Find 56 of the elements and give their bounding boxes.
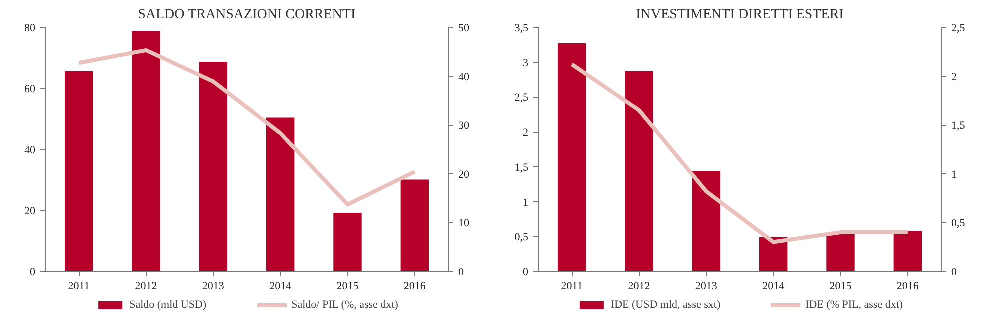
y2-tick-label: 0,5 bbox=[952, 218, 966, 230]
y-tick-label: 40 bbox=[24, 144, 36, 156]
line-series bbox=[570, 62, 910, 244]
y2-tick-label: 0 bbox=[458, 266, 464, 278]
x-tick-label: 2011 bbox=[561, 280, 583, 292]
y-tick-label: 1 bbox=[523, 196, 528, 209]
bar bbox=[826, 233, 855, 272]
x-tick-label: 2015 bbox=[336, 280, 360, 292]
y-tick-label: 2 bbox=[523, 127, 528, 140]
bar bbox=[400, 180, 430, 272]
bar bbox=[266, 118, 295, 272]
y2-tick-label: 0 bbox=[952, 266, 958, 278]
chart-title: SALDO TRANSAZIONI CORRENTI bbox=[138, 8, 356, 22]
y2-tick-label: 2,5 bbox=[952, 22, 966, 34]
legend-label: Saldo (mld USD) bbox=[130, 299, 207, 311]
y-tick-label: 20 bbox=[24, 206, 36, 218]
bar bbox=[132, 31, 160, 272]
y-tick-label: 0,5 bbox=[514, 232, 529, 244]
x-tick-label: 2014 bbox=[270, 280, 292, 292]
y-tick-label: 1,5 bbox=[514, 162, 529, 174]
x-tick-label: 2011 bbox=[68, 280, 90, 292]
legend-label: IDE (% PIL, asse dxt) bbox=[806, 299, 904, 311]
x-tick-label: 2013 bbox=[202, 280, 225, 292]
y2-tick-label: 30 bbox=[458, 120, 470, 132]
bar bbox=[894, 231, 922, 272]
y-tick-label: 0 bbox=[30, 266, 36, 278]
bar bbox=[64, 71, 94, 272]
x-tick-label: 2016 bbox=[404, 280, 426, 292]
bar bbox=[692, 171, 721, 272]
bar bbox=[199, 62, 228, 272]
x-tick-label: 2013 bbox=[695, 280, 718, 292]
x-tick-label: 2016 bbox=[896, 280, 920, 292]
y-tick-label: 3 bbox=[523, 57, 529, 70]
y2-tick-label: 10 bbox=[458, 218, 470, 230]
y2-tick-label: 20 bbox=[458, 168, 470, 181]
bar bbox=[558, 44, 586, 272]
y-tick-label: 3,5 bbox=[514, 22, 529, 34]
x-tick-label: 2015 bbox=[830, 280, 852, 292]
bar bbox=[625, 71, 654, 272]
x-tick-label: 2012 bbox=[628, 280, 650, 292]
legend-label: Saldo/ PIL (%, asse dxt) bbox=[292, 299, 398, 311]
y2-tick-label: 1,5 bbox=[952, 120, 966, 132]
y2-tick-label: 50 bbox=[458, 22, 470, 34]
bar bbox=[334, 212, 362, 272]
chart-title: INVESTIMENTI DIRETTI ESTERI bbox=[636, 8, 844, 22]
y-tick-label: 60 bbox=[24, 84, 36, 96]
y-tick-label: 0 bbox=[523, 266, 529, 278]
y-tick-label: 80 bbox=[24, 22, 36, 34]
y2-tick-label: 2 bbox=[952, 71, 957, 84]
x-tick-label: 2014 bbox=[762, 280, 786, 292]
y2-tick-label: 40 bbox=[458, 71, 470, 84]
y2-tick-label: 1 bbox=[952, 168, 957, 181]
line-series bbox=[77, 48, 417, 207]
legend-label: IDE (USD mld, asse sxt) bbox=[610, 299, 721, 311]
y-tick-label: 2,5 bbox=[514, 92, 529, 104]
x-tick-label: 2012 bbox=[135, 280, 158, 292]
